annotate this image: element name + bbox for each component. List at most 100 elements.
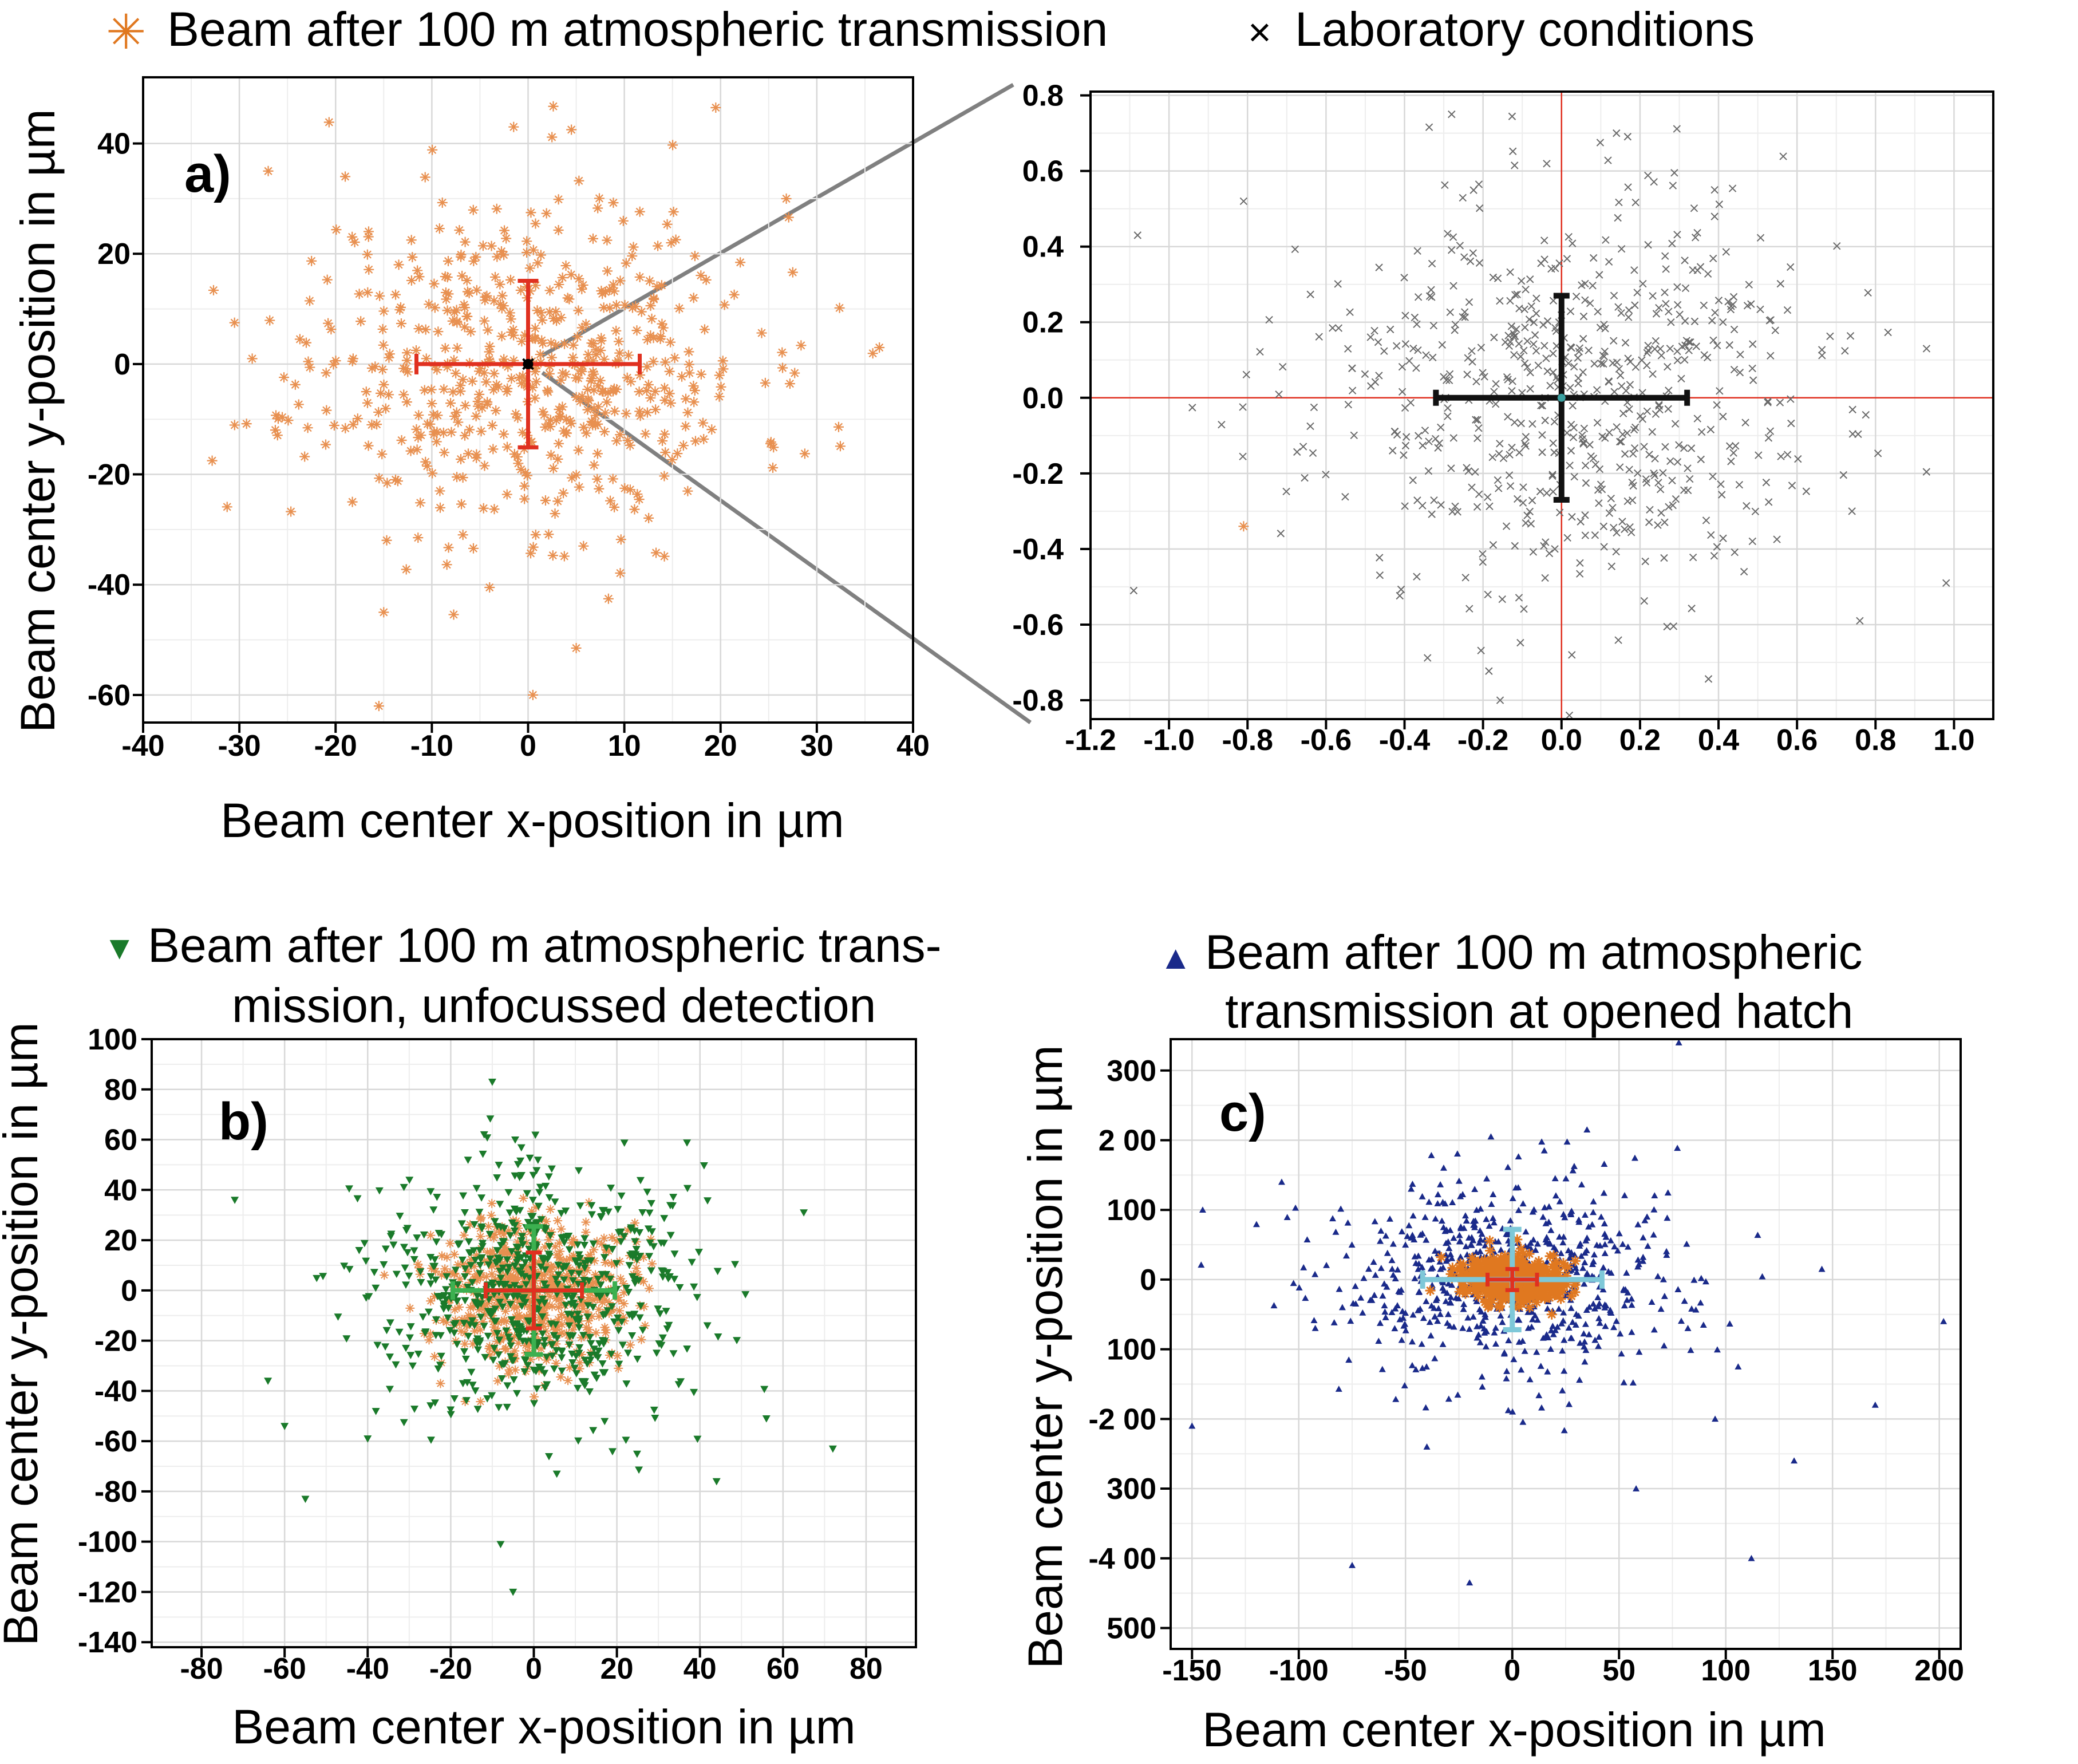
x-point bbox=[1543, 489, 1551, 497]
asterisk-point bbox=[1534, 1256, 1544, 1266]
x-point bbox=[1508, 443, 1516, 452]
asterisk-point bbox=[642, 361, 653, 372]
x-point bbox=[1773, 535, 1781, 543]
x-point bbox=[1633, 289, 1641, 297]
triangle-down-point bbox=[587, 1340, 595, 1348]
triangle-down-point bbox=[572, 1370, 580, 1378]
x-point bbox=[1348, 386, 1357, 394]
asterisk-point bbox=[1518, 1267, 1529, 1278]
x-point bbox=[1732, 442, 1740, 450]
asterisk-point bbox=[625, 440, 635, 451]
asterisk-point bbox=[491, 1274, 500, 1284]
triangle-down-point bbox=[645, 1209, 654, 1217]
asterisk-point bbox=[530, 364, 541, 374]
triangle-down-point bbox=[579, 1378, 588, 1386]
triangle-down-point bbox=[432, 1276, 440, 1284]
asterisk-point bbox=[484, 346, 495, 357]
asterisk-point bbox=[532, 305, 543, 316]
panel-b-ylabel: Beam center y-position in µm bbox=[0, 1022, 48, 1646]
panel-b-xlabel: Beam center x-position in µm bbox=[232, 1700, 856, 1754]
asterisk-point bbox=[1555, 1293, 1566, 1304]
asterisk-point bbox=[645, 1284, 654, 1293]
triangle-up-point bbox=[1559, 1239, 1567, 1246]
asterisk-point bbox=[601, 1328, 610, 1337]
triangle-down-point bbox=[580, 1264, 589, 1272]
triangle-up-point bbox=[1439, 1264, 1447, 1270]
x-point bbox=[1492, 380, 1500, 388]
asterisk-point bbox=[606, 1258, 616, 1268]
asterisk-point bbox=[493, 1318, 503, 1328]
asterisk-point bbox=[513, 458, 524, 469]
x-point bbox=[1570, 362, 1578, 371]
triangle-down-point bbox=[401, 1281, 410, 1289]
asterisk-point bbox=[787, 267, 798, 278]
triangle-up-point bbox=[1510, 1356, 1518, 1363]
triangle-down-point bbox=[665, 1321, 673, 1329]
triangle-up-point bbox=[1519, 1200, 1527, 1207]
asterisk-point bbox=[697, 417, 708, 428]
asterisk-point bbox=[426, 398, 437, 409]
asterisk-point bbox=[496, 303, 507, 314]
triangle-up-point bbox=[1335, 1386, 1342, 1392]
asterisk-point bbox=[689, 397, 700, 408]
triangle-up-point bbox=[1401, 1382, 1408, 1388]
asterisk-point bbox=[547, 550, 558, 561]
triangle-down-point bbox=[503, 1382, 512, 1390]
triangle-down-point bbox=[693, 1294, 701, 1301]
asterisk-point bbox=[395, 302, 406, 313]
asterisk-point bbox=[614, 1295, 624, 1305]
asterisk-point bbox=[605, 1308, 614, 1318]
x-point bbox=[1490, 388, 1498, 396]
asterisk-point bbox=[566, 124, 577, 135]
triangle-up-point bbox=[1657, 1305, 1665, 1312]
asterisk-point bbox=[455, 1302, 464, 1312]
triangle-up-point bbox=[1578, 1252, 1585, 1259]
asterisk-point bbox=[401, 355, 412, 366]
asterisk-point bbox=[574, 482, 584, 492]
x-point bbox=[1623, 429, 1631, 437]
triangle-down-point bbox=[375, 1187, 384, 1195]
asterisk-point bbox=[645, 301, 656, 311]
x-point bbox=[1640, 597, 1649, 605]
triangle-up-point bbox=[1381, 1308, 1389, 1315]
triangle-down-point bbox=[483, 1134, 492, 1142]
asterisk-point bbox=[768, 463, 779, 473]
triangle-down-point bbox=[571, 1316, 580, 1323]
asterisk-point bbox=[340, 423, 351, 433]
asterisk-point bbox=[478, 503, 489, 514]
asterisk-point bbox=[1547, 1268, 1558, 1279]
triangle-up-point bbox=[1871, 1402, 1879, 1408]
x-point bbox=[1488, 453, 1496, 461]
triangle-down-point bbox=[762, 1415, 771, 1423]
asterisk-point bbox=[650, 404, 661, 415]
triangle-up-point bbox=[1431, 1355, 1439, 1362]
triangle-down-point bbox=[476, 1261, 484, 1269]
triangle-down-point bbox=[440, 1300, 448, 1308]
triangle-up-point bbox=[1601, 1304, 1609, 1311]
y-tick-label: 0.8 bbox=[1022, 80, 1064, 113]
asterisk-point bbox=[453, 1260, 463, 1270]
asterisk-point bbox=[648, 333, 659, 344]
triangle-up-point bbox=[1491, 1329, 1498, 1336]
triangle-up-point bbox=[1384, 1249, 1391, 1256]
x-point bbox=[1414, 293, 1423, 301]
x-point bbox=[1617, 244, 1626, 253]
triangle-up-point bbox=[1483, 1216, 1490, 1222]
asterisk-point bbox=[431, 1266, 441, 1276]
asterisk-point bbox=[1538, 1263, 1549, 1274]
asterisk-point bbox=[600, 1323, 610, 1332]
asterisk-point bbox=[680, 421, 691, 432]
x-point bbox=[1456, 242, 1464, 250]
x-point bbox=[1646, 506, 1654, 514]
x-point bbox=[1727, 305, 1735, 314]
triangle-down-point bbox=[512, 1390, 521, 1398]
triangle-up-point bbox=[1640, 1257, 1647, 1264]
asterisk-point bbox=[599, 1273, 609, 1283]
x-point bbox=[1551, 264, 1559, 273]
triangle-down-point bbox=[511, 1172, 519, 1180]
asterisk-point bbox=[347, 419, 358, 430]
asterisk-point bbox=[490, 271, 501, 282]
asterisk-point bbox=[476, 1232, 485, 1241]
triangle-down-point bbox=[538, 1330, 547, 1338]
